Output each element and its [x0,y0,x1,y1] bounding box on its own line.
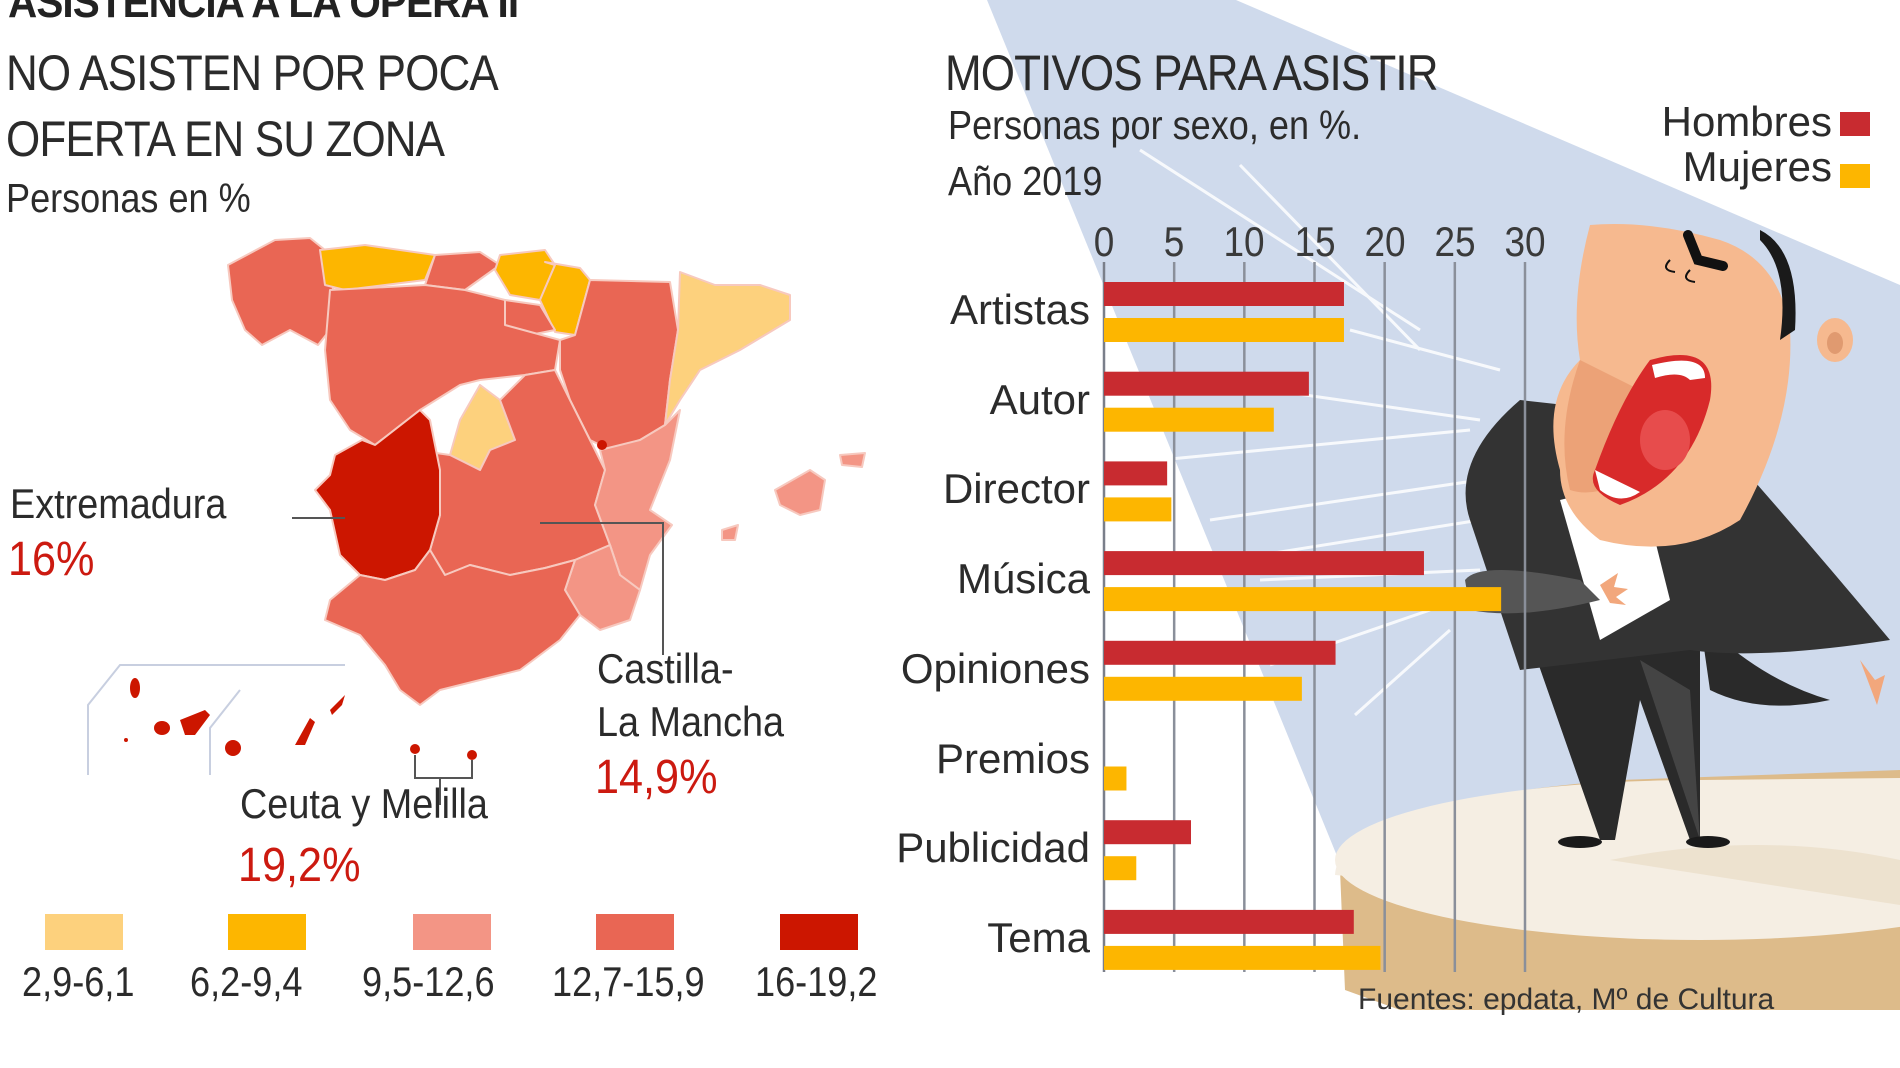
callout-extremadura-label: Extremadura [10,480,227,527]
chart-title: MOTIVOS PARA ASISTIR [945,45,1438,101]
chart-subtitle-line2: Año 2019 [948,158,1103,204]
region-ceuta[interactable] [410,744,420,754]
bar-autor-hombres [1104,371,1309,396]
bar-director-hombres [1104,461,1168,486]
region-comunidad-valenciana[interactable] [594,409,681,591]
legend-swatch-3 [413,914,491,950]
callout-ceuta-melilla-label: Ceuta y Melilla [240,780,488,827]
legend-range-3: 9,5-12,6 [362,958,495,1005]
x-tick-label-30: 30 [1504,218,1546,265]
category-label-director: Director [942,465,1090,513]
callout-clm-label-line2: La Mancha [597,698,785,745]
category-label-publicidad: Publicidad [896,824,1090,872]
callout-clm-label-line1: Castilla- [597,645,734,692]
region-castilla-y-leon[interactable] [324,284,561,446]
map-legend: 2,9-6,1 6,2-9,4 9,5-12,6 12,7-15,9 16-19… [0,910,920,1010]
category-label-autor: Autor [989,375,1090,423]
legend-swatch-5 [780,914,858,950]
bar-autor-mujeres [1104,407,1274,432]
ceuta-melilla-markers [410,744,477,805]
legend-range-2: 6,2-9,4 [190,958,303,1005]
x-tick-label-5: 5 [1163,218,1185,265]
region-canarias[interactable] [124,678,345,756]
region-teruel-dot [597,440,607,450]
spain-choropleth-map [87,237,866,805]
x-tick-label-10: 10 [1223,218,1265,265]
bar-tema-hombres [1104,909,1354,934]
legend-mujeres-swatch [1840,164,1870,188]
region-baleares-menorca[interactable] [839,452,866,468]
x-tick-label-15: 15 [1293,218,1336,265]
legend-hombres-swatch [1840,112,1870,136]
page-title: ASISTENCIA A LA ÓPERA II [8,0,519,27]
bar-opiniones-hombres [1104,640,1336,665]
category-label-premios: Premios [935,734,1090,782]
callout-ceuta-melilla-value: 19,2% [238,839,361,892]
legend-hombres-label: Hombres [1661,98,1832,145]
region-andalucia[interactable] [324,549,581,706]
bar-tema-mujeres [1104,945,1381,970]
category-label-m-sica: Música [956,555,1090,603]
category-label-artistas: Artistas [949,286,1090,333]
opera-singer-illustration [1465,224,1890,848]
bar-artistas-hombres [1104,282,1344,306]
region-galicia[interactable] [227,237,336,346]
bar-artistas-mujeres [1104,318,1344,342]
legend-swatch-2 [228,914,306,950]
source-note: Fuentes: epdata, Mº de Cultura [1358,983,1775,1016]
region-baleares-ibiza[interactable] [721,524,739,541]
region-asturias[interactable] [319,244,436,291]
region-cantabria[interactable] [424,251,501,291]
chart-subtitle-line1: Personas por sexo, en %. [948,102,1362,148]
region-baleares-mallorca[interactable] [774,469,826,516]
callout-clm-value: 14,9% [595,751,718,804]
castilla-la-mancha-leader-line [540,522,664,655]
region-cataluna[interactable] [664,271,791,426]
series-legend: Hombres Mujeres [1600,98,1890,198]
bar-publicidad-mujeres [1104,856,1137,881]
bar-director-mujeres [1104,497,1172,522]
bar-premios-mujeres [1104,766,1127,791]
legend-swatch-1 [45,914,123,950]
legend-range-4: 12,7-15,9 [552,958,705,1005]
stage [1335,770,1900,1010]
legend-range-1: 2,9-6,1 [22,958,135,1005]
bar-opiniones-mujeres [1104,676,1302,701]
region-navarra[interactable] [539,261,591,336]
map-subtitle: Personas en % [6,175,251,221]
x-tick-label-0: 0 [1093,218,1115,265]
callout-extremadura-value: 16% [8,533,95,586]
category-label-opiniones: Opiniones [900,644,1090,692]
region-melilla[interactable] [467,750,477,760]
bar-m-sica-mujeres [1104,587,1502,612]
legend-range-5: 16-19,2 [755,958,878,1005]
bar-m-sica-hombres [1104,551,1424,576]
canarias-inset [87,664,345,775]
map-title-line1: NO ASISTEN POR POCA [6,45,499,101]
map-title-line2: OFERTA EN SU ZONA [6,111,445,167]
x-tick-label-20: 20 [1364,218,1406,265]
x-tick-label-25: 25 [1434,218,1476,265]
bar-publicidad-hombres [1104,820,1192,845]
category-label-tema: Tema [987,913,1090,961]
legend-mujeres-label: Mujeres [1682,143,1832,190]
legend-swatch-4 [596,914,674,950]
